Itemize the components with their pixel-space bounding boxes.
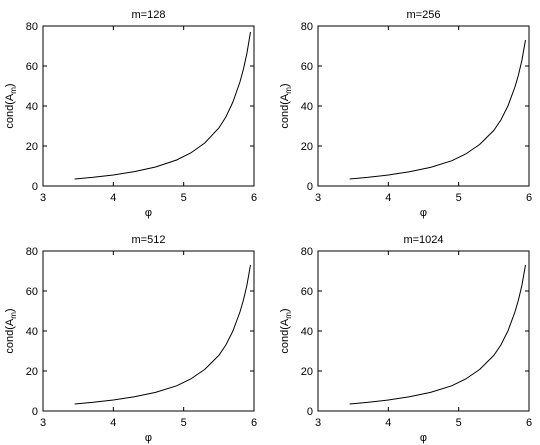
subplot-title: m=128	[132, 9, 166, 21]
plot-frame	[42, 250, 255, 412]
x-tick-label: 3	[315, 192, 321, 204]
y-axis-label: cond(Am)	[279, 308, 293, 353]
y-tick-label: 80	[26, 246, 38, 258]
x-tick-label: 5	[181, 417, 187, 429]
subplot-title: m=512	[132, 234, 166, 246]
plot-frame	[42, 25, 255, 187]
x-axis-label: φ	[145, 207, 152, 219]
subplot-title: m=1024	[403, 234, 443, 246]
x-tick-label: 3	[315, 417, 321, 429]
x-tick-label: 5	[181, 192, 187, 204]
y-tick-label: 60	[301, 286, 313, 298]
y-tick-label: 80	[301, 246, 313, 258]
y-axis-label: cond(Am)	[4, 83, 18, 128]
y-tick-label: 0	[32, 181, 38, 193]
x-tick-label: 5	[456, 192, 462, 204]
y-tick-label: 0	[32, 406, 38, 418]
y-axis-label: cond(Am)	[279, 83, 293, 128]
y-tick-label: 80	[301, 21, 313, 33]
y-tick-label: 40	[301, 326, 313, 338]
series-line-1	[74, 31, 251, 180]
y-tick-label: 60	[26, 286, 38, 298]
x-axis-label: φ	[420, 207, 427, 219]
series-line-1	[349, 264, 526, 405]
x-axis-label: φ	[145, 432, 152, 444]
plot-frame	[317, 250, 530, 412]
y-tick-label: 40	[301, 101, 313, 113]
x-tick-label: 6	[526, 192, 532, 204]
x-tick-label: 3	[40, 417, 46, 429]
y-tick-label: 40	[26, 326, 38, 338]
x-tick-label: 6	[251, 417, 257, 429]
plot-frame	[317, 25, 530, 187]
x-tick-label: 5	[456, 417, 462, 429]
x-tick-label: 4	[385, 192, 391, 204]
y-axis-label: cond(Am)	[4, 308, 18, 353]
y-tick-label: 20	[26, 141, 38, 153]
x-tick-label: 4	[110, 192, 116, 204]
series-line-1	[74, 264, 251, 405]
y-tick-label: 80	[26, 21, 38, 33]
y-tick-label: 20	[301, 366, 313, 378]
y-tick-label: 0	[307, 406, 313, 418]
x-tick-label: 6	[251, 192, 257, 204]
y-tick-label: 0	[307, 181, 313, 193]
x-tick-label: 4	[110, 417, 116, 429]
series-line-1	[349, 39, 526, 180]
subplot-title: m=256	[407, 9, 441, 21]
y-tick-label: 20	[301, 141, 313, 153]
x-tick-label: 4	[385, 417, 391, 429]
x-tick-label: 6	[526, 417, 532, 429]
y-tick-label: 20	[26, 366, 38, 378]
y-tick-label: 40	[26, 101, 38, 113]
x-axis-label: φ	[420, 432, 427, 444]
x-tick-label: 3	[40, 192, 46, 204]
y-tick-label: 60	[26, 61, 38, 73]
y-tick-label: 60	[301, 61, 313, 73]
